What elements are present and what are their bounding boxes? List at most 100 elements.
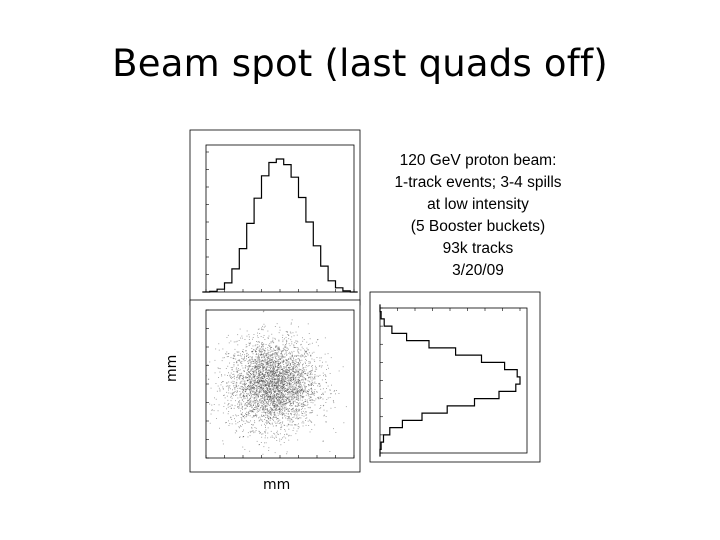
beam-profile-point xyxy=(288,399,290,400)
beam-profile-point xyxy=(250,383,252,384)
beam-profile-point xyxy=(299,387,301,389)
beam-profile-point xyxy=(263,386,265,388)
beam-profile-point xyxy=(273,371,275,372)
beam-profile-point xyxy=(288,439,290,441)
beam-profile-point xyxy=(237,403,239,405)
beam-profile-point xyxy=(273,406,275,408)
beam-profile-point xyxy=(278,349,280,350)
beam-profile-point xyxy=(297,341,299,343)
beam-profile-point xyxy=(250,384,251,386)
beam-profile-point xyxy=(283,366,284,368)
beam-profile-point xyxy=(240,337,241,339)
beam-profile-point xyxy=(288,381,290,383)
beam-profile-point xyxy=(274,378,275,380)
beam-profile-point xyxy=(246,352,248,354)
beam-profile-point xyxy=(262,409,264,411)
beam-profile-point xyxy=(252,409,254,411)
beam-profile-point xyxy=(290,339,292,341)
beam-profile-point xyxy=(282,398,284,400)
beam-profile-point xyxy=(254,431,256,433)
beam-profile-point xyxy=(287,390,288,391)
beam-profile-point xyxy=(242,378,244,380)
beam-profile-point xyxy=(267,413,269,415)
beam-profile-point xyxy=(238,401,239,403)
beam-profile-point xyxy=(326,369,327,370)
beam-profile-point xyxy=(273,373,275,374)
beam-profile-point xyxy=(249,388,251,389)
beam-profile-point xyxy=(257,386,259,387)
beam-profile-point xyxy=(256,397,258,399)
beam-profile-point xyxy=(241,418,243,420)
beam-profile-point xyxy=(290,388,292,390)
beam-profile-point xyxy=(269,357,271,359)
beam-profile-point xyxy=(282,339,284,341)
beam-profile-point xyxy=(239,436,241,438)
beam-profile-point xyxy=(305,356,307,357)
beam-profile-point xyxy=(253,415,255,417)
beam-profile-point xyxy=(336,390,337,391)
beam-profile-point xyxy=(281,378,282,380)
beam-profile-point xyxy=(315,368,317,370)
beam-profile-point xyxy=(308,394,310,396)
beam-profile-point xyxy=(313,382,315,384)
beam-profile-point xyxy=(282,408,284,410)
beam-profile-point xyxy=(263,389,265,391)
beam-profile-point xyxy=(271,414,273,416)
beam-profile-point xyxy=(237,387,239,389)
beam-profile-point xyxy=(246,358,247,360)
beam-profile-point xyxy=(287,402,289,404)
beam-profile-point xyxy=(297,377,299,378)
beam-profile-point xyxy=(294,372,296,374)
beam-profile-point xyxy=(252,361,254,362)
beam-profile-point xyxy=(277,385,278,387)
beam-profile-point xyxy=(230,372,232,374)
beam-profile-point xyxy=(293,402,294,404)
beam-profile-point xyxy=(262,372,264,374)
beam-profile-point xyxy=(240,355,242,357)
beam-profile-point xyxy=(235,414,237,416)
beam-profile-point xyxy=(271,382,272,383)
beam-profile-point xyxy=(269,419,271,421)
beam-profile-point xyxy=(285,377,287,378)
beam-profile-point xyxy=(252,404,254,406)
beam-profile-point xyxy=(260,365,262,366)
beam-profile-point xyxy=(290,323,292,325)
beam-profile-point xyxy=(222,381,224,383)
beam-profile-point xyxy=(253,362,255,364)
beam-profile-point xyxy=(274,395,275,397)
beam-profile-point xyxy=(277,378,279,380)
beam-profile-point xyxy=(266,362,268,364)
beam-profile-point xyxy=(297,394,299,395)
beam-profile-point xyxy=(253,373,254,375)
beam-profile-point xyxy=(279,390,280,391)
beam-profile-point xyxy=(261,343,263,345)
beam-profile-point xyxy=(319,396,321,398)
beam-profile-point xyxy=(266,405,267,407)
beam-profile-point xyxy=(285,408,287,410)
beam-profile-point xyxy=(281,392,283,394)
beam-profile-point xyxy=(265,384,267,386)
beam-profile-point xyxy=(268,363,270,364)
beam-profile-point xyxy=(279,382,281,384)
beam-profile-point xyxy=(237,415,239,416)
beam-profile-point xyxy=(251,410,253,412)
beam-profile-point xyxy=(260,350,261,352)
beam-profile-point xyxy=(314,375,316,377)
beam-profile-point xyxy=(271,347,273,348)
beam-profile-point xyxy=(280,372,282,374)
beam-profile-point xyxy=(274,421,276,423)
beam-profile-point xyxy=(255,407,257,409)
beam-profile-point xyxy=(257,401,259,403)
beam-profile-point xyxy=(240,361,242,363)
beam-profile-point xyxy=(308,425,310,426)
beam-profile-point xyxy=(230,378,232,379)
beam-profile-point xyxy=(280,365,282,366)
beam-profile-point xyxy=(300,386,302,388)
beam-profile-point xyxy=(253,394,255,396)
beam-profile-point xyxy=(246,398,248,400)
beam-profile-point xyxy=(242,391,244,393)
beam-profile-point xyxy=(286,380,288,381)
beam-profile-point xyxy=(253,379,255,381)
beam-profile-point xyxy=(258,378,259,380)
beam-profile-point xyxy=(283,398,285,400)
